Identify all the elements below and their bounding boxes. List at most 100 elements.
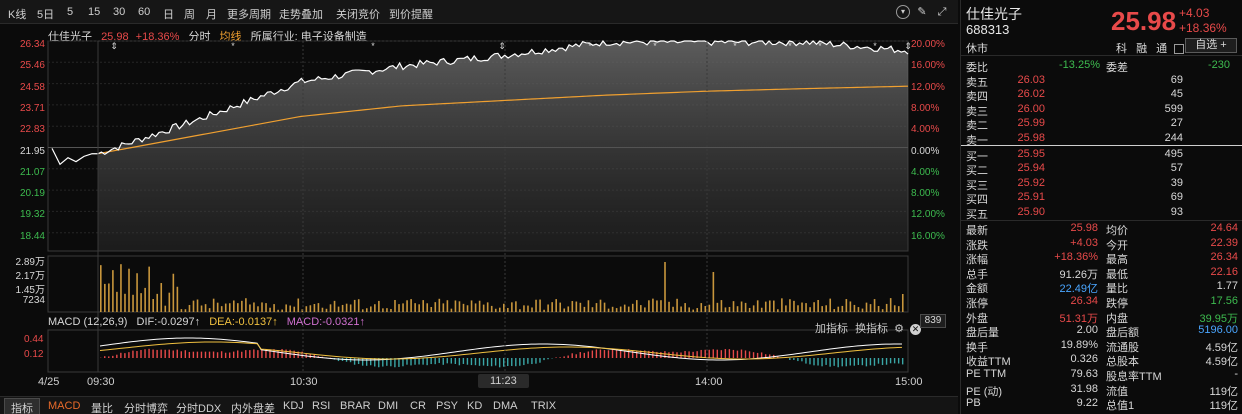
- switch-indicator-button[interactable]: 换指标: [855, 323, 889, 335]
- volume-bar: [124, 293, 126, 312]
- volume-bar: [648, 300, 650, 312]
- tag-star-market: 科: [1116, 43, 1127, 55]
- toolbar-overlay[interactable]: 走势叠加: [279, 9, 323, 21]
- add-watchlist-button[interactable]: 自选 +: [1185, 38, 1237, 53]
- tag-box-icon: [1174, 44, 1185, 55]
- intraday-chart[interactable]: 仕佳光子 25.98 +18.36% 分时 均线 所属行业: 电子设备制造 ⇕ *…: [0, 24, 958, 396]
- macd-bar: [192, 351, 195, 358]
- macd-bar: [623, 350, 626, 358]
- volume-bar: [160, 283, 163, 312]
- macd-bar: [466, 358, 469, 365]
- toolbar-5day[interactable]: 5日: [37, 9, 55, 21]
- macd-bar: [579, 352, 581, 358]
- volume-bar: [474, 303, 477, 312]
- stock-price: 25.98: [1111, 6, 1177, 36]
- toolbar-30min[interactable]: 30: [113, 6, 126, 18]
- dea-up-arrow-icon: ↑: [272, 316, 278, 328]
- price-area-fill: [98, 41, 908, 251]
- tag-connect: 通: [1156, 43, 1168, 55]
- gear-icon[interactable]: ⚙: [894, 323, 904, 335]
- macd-bar: [422, 358, 424, 365]
- volume-bar: [760, 307, 763, 312]
- macd-histogram: [100, 348, 904, 368]
- ask-price: 25.99: [1017, 117, 1045, 130]
- volume-bar: [426, 303, 429, 312]
- volume-bar: [498, 307, 501, 312]
- volume-bar: [740, 301, 743, 312]
- tab-macd[interactable]: MACD: [48, 400, 81, 412]
- tab-intraday-ddx[interactable]: 分时DDX: [176, 403, 222, 414]
- volume-bar: [511, 302, 513, 312]
- volume-bar: [378, 300, 380, 312]
- tab-trix[interactable]: TRIX: [531, 400, 557, 412]
- expand-icon[interactable]: ⤢: [937, 6, 947, 18]
- stat-value: 22.49亿: [1059, 283, 1098, 296]
- macd-value-box[interactable]: 839: [920, 314, 946, 328]
- macd-bar: [120, 352, 122, 358]
- volume-bar: [277, 309, 279, 312]
- ask-volume: 599: [1164, 102, 1183, 115]
- volume-bar: [184, 309, 187, 312]
- toolbar-5min[interactable]: 5: [67, 6, 74, 18]
- volume-bar: [261, 302, 263, 312]
- macd-bar: [684, 350, 686, 358]
- toolbar-15min[interactable]: 15: [88, 6, 101, 18]
- volume-bar: [781, 298, 783, 312]
- volume-bar: [837, 306, 840, 312]
- stat-value: 26.34: [1210, 251, 1238, 264]
- pen-icon[interactable]: ✎: [917, 6, 927, 18]
- volume-bar: [881, 309, 884, 312]
- volume-bar: [482, 304, 485, 312]
- toolbar-price-alert[interactable]: 到价提醒: [389, 9, 433, 21]
- volume-bar: [611, 306, 614, 312]
- tab-dmi[interactable]: DMI: [378, 400, 399, 412]
- macd-bar: [768, 354, 771, 358]
- macd-dif: DIF:-0.0297: [136, 316, 195, 328]
- toolbar-week[interactable]: 周: [184, 9, 195, 21]
- volume-bar: [148, 266, 150, 312]
- stat-label: PE TTM: [966, 368, 1007, 380]
- stat-value: 31.98: [1070, 382, 1098, 395]
- volume-bar: [116, 291, 118, 312]
- order-ratio-row: 委比 -13.25% 委差 -230: [961, 58, 1242, 74]
- tab-intraday-game[interactable]: 分时博弈: [124, 403, 168, 414]
- close-icon[interactable]: ✕: [910, 324, 922, 335]
- macd-bar: [631, 350, 634, 358]
- volume-bar: [245, 298, 247, 312]
- toolbar-more-periods[interactable]: 更多周期: [227, 9, 271, 21]
- tab-brar[interactable]: BRAR: [340, 400, 371, 412]
- macd-bar: [696, 351, 698, 358]
- macd-bar: [760, 352, 763, 358]
- toolbar-close-auction[interactable]: 关闭竞价: [336, 9, 380, 21]
- tab-rsi[interactable]: RSI: [312, 400, 331, 412]
- macd-bar: [539, 358, 541, 363]
- stats-row: PE (动) 31.98 流值 119亿: [961, 382, 1242, 398]
- tab-indicator[interactable]: 指标: [4, 398, 40, 414]
- tab-volume-ratio[interactable]: 量比: [91, 403, 113, 414]
- chevron-down-icon[interactable]: ▾: [896, 5, 910, 19]
- volume-bar: [700, 303, 703, 312]
- macd-bar: [140, 350, 142, 358]
- toolbar-day[interactable]: 日: [163, 9, 174, 21]
- tab-cr[interactable]: CR: [410, 400, 426, 412]
- macd-bar: [232, 351, 235, 358]
- macd-bar: [817, 358, 819, 366]
- tab-dma[interactable]: DMA: [493, 400, 518, 412]
- macd-bar: [253, 349, 255, 358]
- toolbar-60min[interactable]: 60: [138, 6, 151, 18]
- volume-bar: [454, 300, 457, 312]
- toolbar-month[interactable]: 月: [206, 9, 217, 21]
- stat-label: 最新: [966, 225, 988, 237]
- volume-bar: [430, 306, 433, 312]
- tab-inner-outer-diff[interactable]: 内外盘差: [231, 403, 275, 414]
- stat-value: 22.16: [1210, 265, 1238, 278]
- volume-bar: [333, 300, 336, 312]
- macd-bar: [853, 358, 856, 366]
- toolbar-kline[interactable]: K线: [8, 9, 27, 21]
- macd-bar: [237, 350, 239, 358]
- tab-kdj[interactable]: KDJ: [283, 400, 304, 412]
- tag-margin: 融: [1136, 43, 1148, 55]
- tab-kd[interactable]: KD: [467, 400, 483, 412]
- add-indicator-button[interactable]: 加指标: [815, 323, 848, 335]
- tab-psy[interactable]: PSY: [436, 400, 459, 412]
